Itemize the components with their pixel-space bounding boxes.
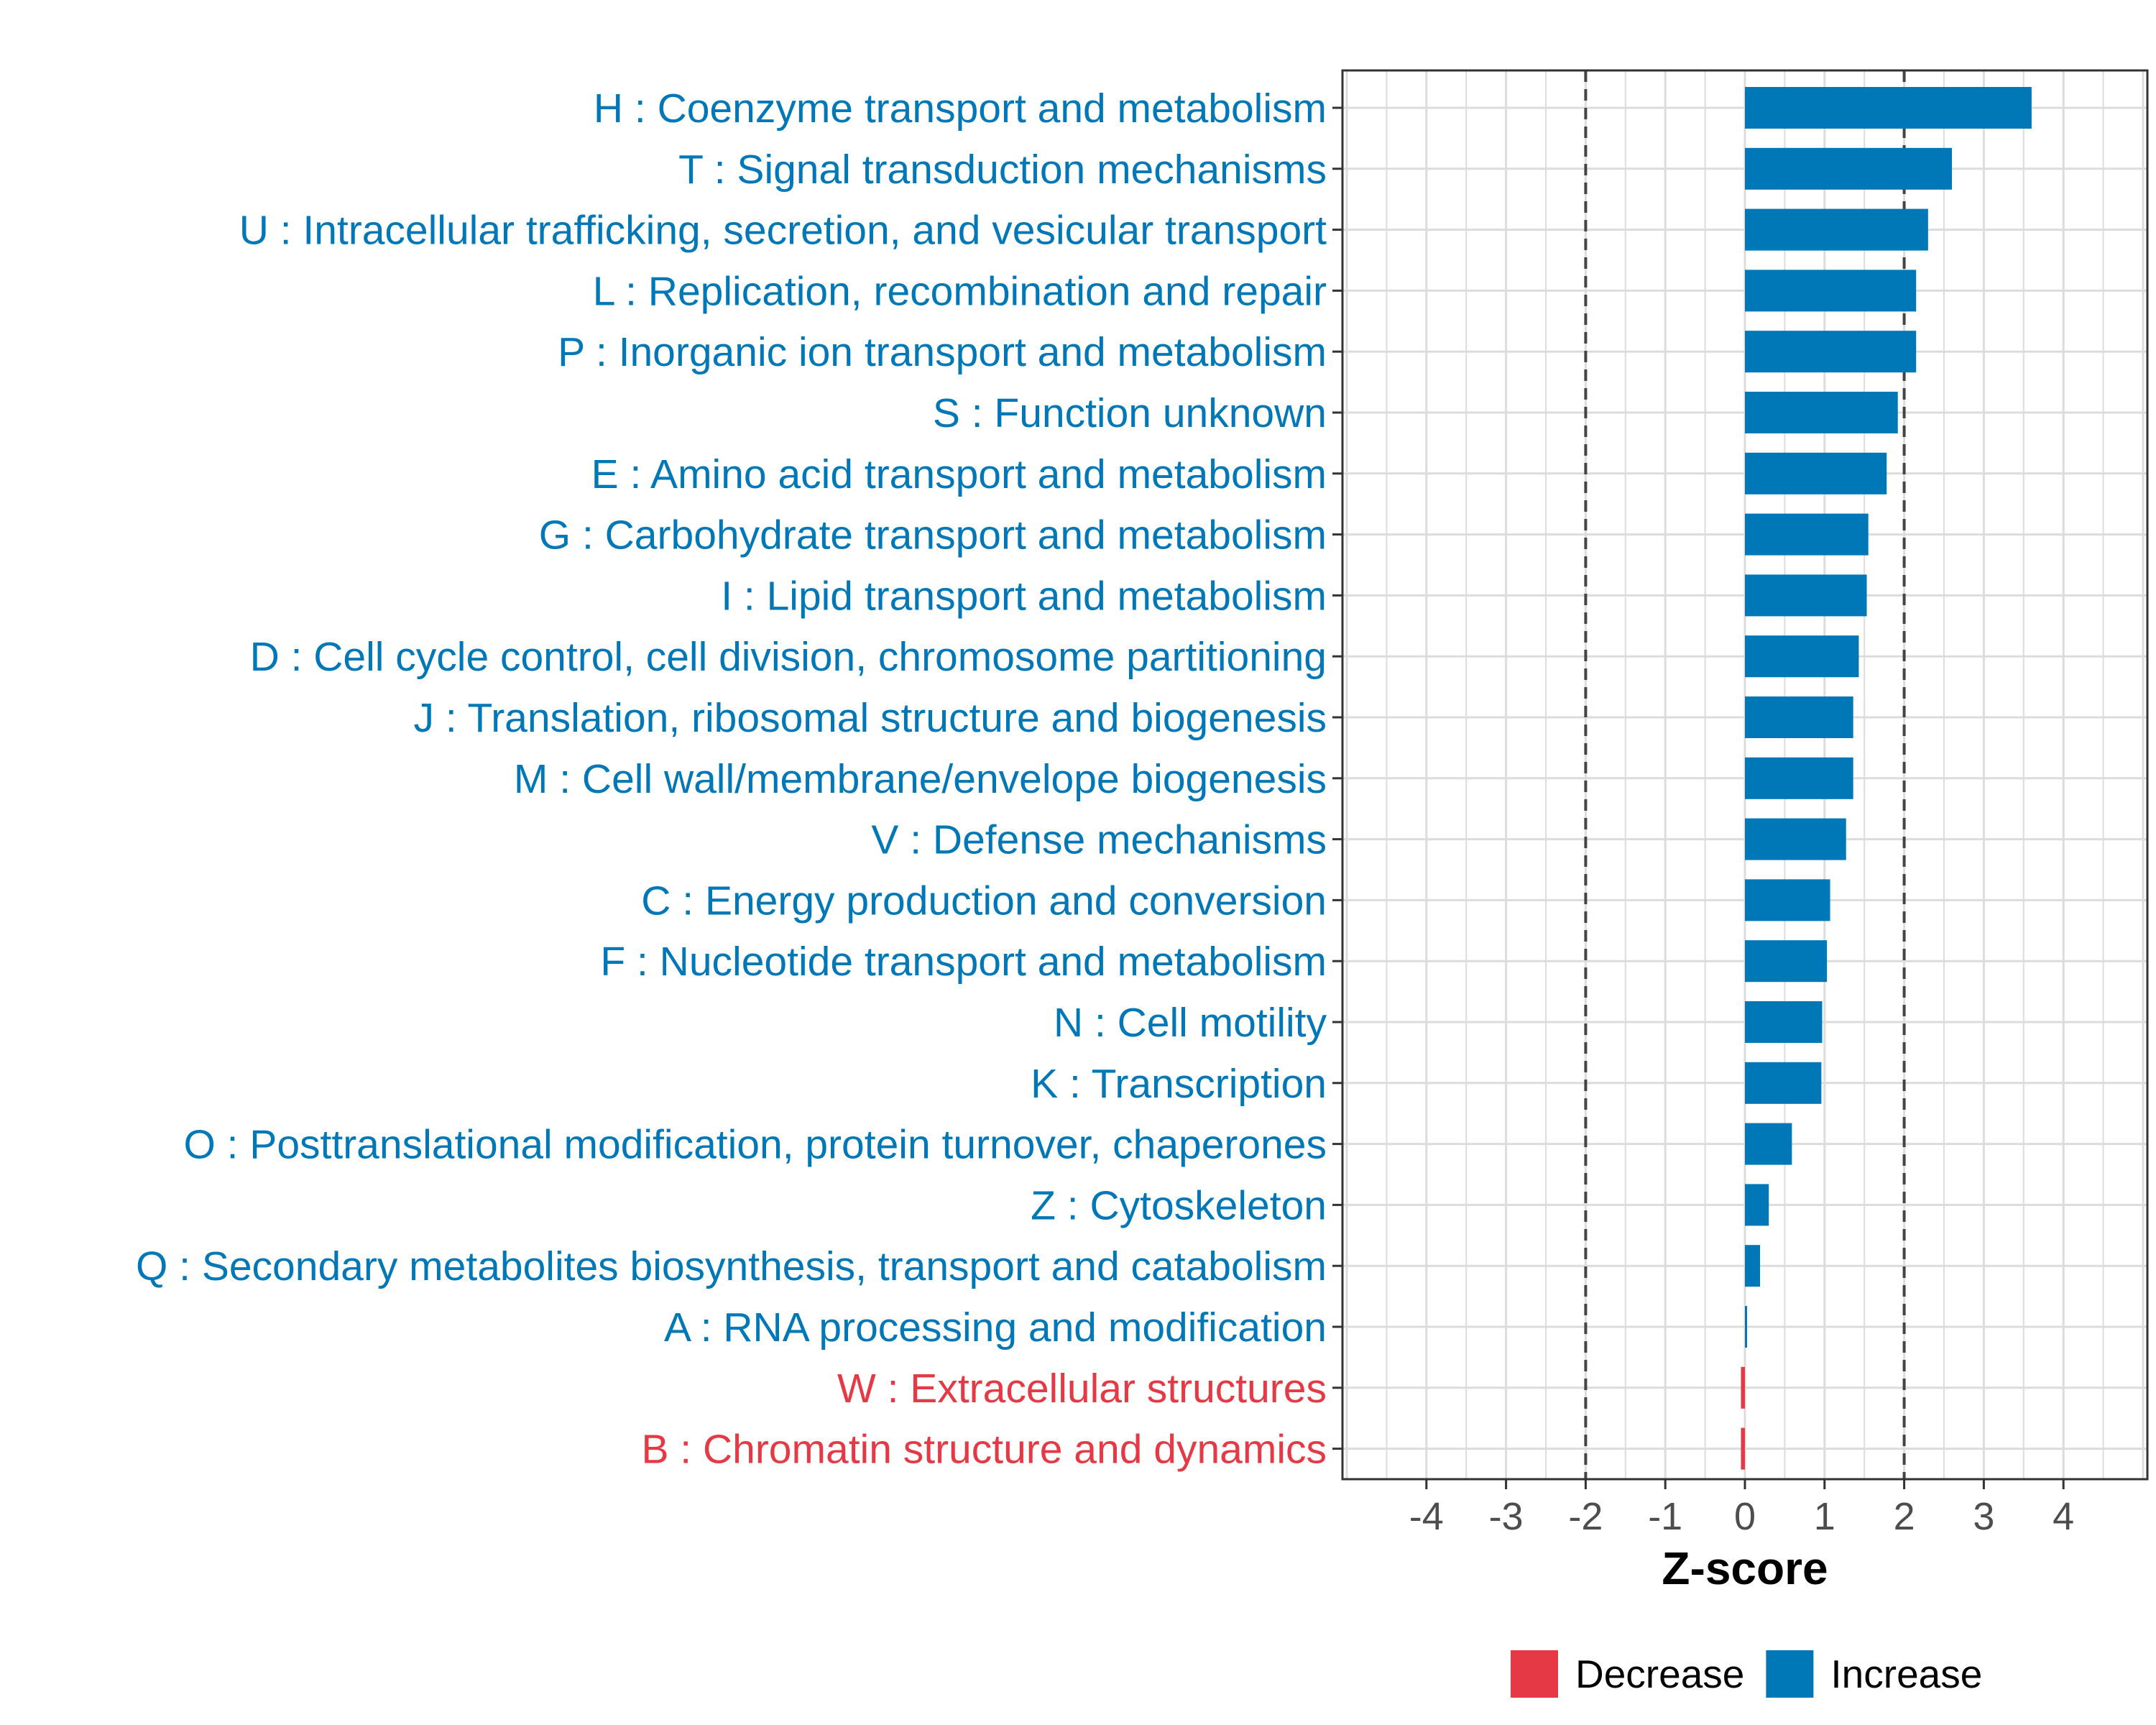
category-label: A : RNA processing and modification: [664, 1305, 1327, 1351]
legend: Decrease Increase: [1511, 1650, 1982, 1698]
category-label: M : Cell wall/membrane/envelope biogenes…: [514, 756, 1327, 802]
x-tick-label: -1: [1648, 1495, 1682, 1538]
category-label: F : Nucleotide transport and metabolism: [600, 939, 1327, 985]
bar: [1745, 513, 1869, 556]
x-tick-label: -2: [1568, 1495, 1603, 1538]
category-label: V : Defense mechanisms: [871, 817, 1327, 863]
category-label: Z : Cytoskeleton: [1031, 1182, 1327, 1228]
x-tick-label: 2: [1894, 1495, 1915, 1538]
bar: [1745, 1123, 1792, 1165]
bar: [1741, 1427, 1745, 1470]
category-label: D : Cell cycle control, cell division, c…: [250, 634, 1327, 680]
x-axis-title: Z-score: [1662, 1542, 1828, 1594]
x-tick-label: -3: [1489, 1495, 1524, 1538]
bar: [1745, 1001, 1823, 1043]
category-label: H : Coenzyme transport and metabolism: [594, 86, 1327, 132]
category-labels: H : Coenzyme transport and metabolism T :…: [136, 86, 1327, 1473]
category-label: W : Extracellular structures: [837, 1366, 1327, 1412]
x-tick-label: 3: [1973, 1495, 1994, 1538]
legend-label-increase: Increase: [1830, 1652, 1982, 1696]
bar: [1745, 818, 1846, 860]
x-tick-label: 1: [1814, 1495, 1835, 1538]
category-label: U : Intracellular trafficking, secretion…: [239, 208, 1327, 254]
category-label: Q : Secondary metabolites biosynthesis, …: [136, 1243, 1327, 1289]
x-tick-label: -4: [1409, 1495, 1444, 1538]
x-tick-labels: -4 -3 -2 -1 0 1 2 3 4: [1409, 1495, 2074, 1538]
category-label: G : Carbohydrate transport and metabolis…: [539, 512, 1327, 558]
bar: [1745, 452, 1887, 494]
bar: [1745, 1062, 1822, 1104]
bar: [1745, 147, 1953, 190]
bar: [1745, 635, 1859, 678]
bar: [1745, 87, 2032, 129]
bar: [1745, 757, 1853, 799]
bar: [1745, 1245, 1761, 1287]
x-tick-label: 4: [2053, 1495, 2074, 1538]
legend-label-decrease: Decrease: [1575, 1652, 1744, 1696]
bar: [1745, 1184, 1769, 1226]
category-label: K : Transcription: [1031, 1061, 1327, 1107]
x-axis-ticks: [1425, 1479, 2065, 1489]
category-label: I : Lipid transport and metabolism: [721, 573, 1327, 619]
category-label: C : Energy production and conversion: [641, 878, 1327, 924]
category-label: L : Replication, recombination and repai…: [593, 268, 1327, 314]
bar: [1745, 392, 1898, 433]
bar: [1745, 940, 1828, 983]
bar: [1745, 696, 1853, 738]
category-label: N : Cell motility: [1054, 1000, 1327, 1046]
legend-swatch-increase: [1766, 1650, 1814, 1698]
bar: [1745, 270, 1917, 312]
category-label: B : Chromatin structure and dynamics: [641, 1427, 1327, 1473]
bar: [1745, 208, 1928, 251]
category-label: T : Signal transduction mechanisms: [678, 147, 1327, 193]
bar: [1741, 1366, 1745, 1409]
bar: [1745, 331, 1917, 373]
x-tick-label: 0: [1734, 1495, 1756, 1538]
category-label: P : Inorganic ion transport and metaboli…: [558, 329, 1327, 375]
y-axis-ticks: [1332, 106, 1342, 1450]
bars: [1741, 87, 2032, 1470]
category-label: S : Function unknown: [933, 390, 1327, 436]
bar: [1745, 879, 1830, 921]
category-label: J : Translation, ribosomal structure and…: [414, 695, 1327, 741]
category-label: E : Amino acid transport and metabolism: [591, 451, 1327, 497]
bar: [1745, 1306, 1747, 1348]
legend-swatch-decrease: [1511, 1650, 1558, 1698]
bar: [1745, 574, 1867, 617]
category-label: O : Posttranslational modification, prot…: [183, 1122, 1327, 1168]
